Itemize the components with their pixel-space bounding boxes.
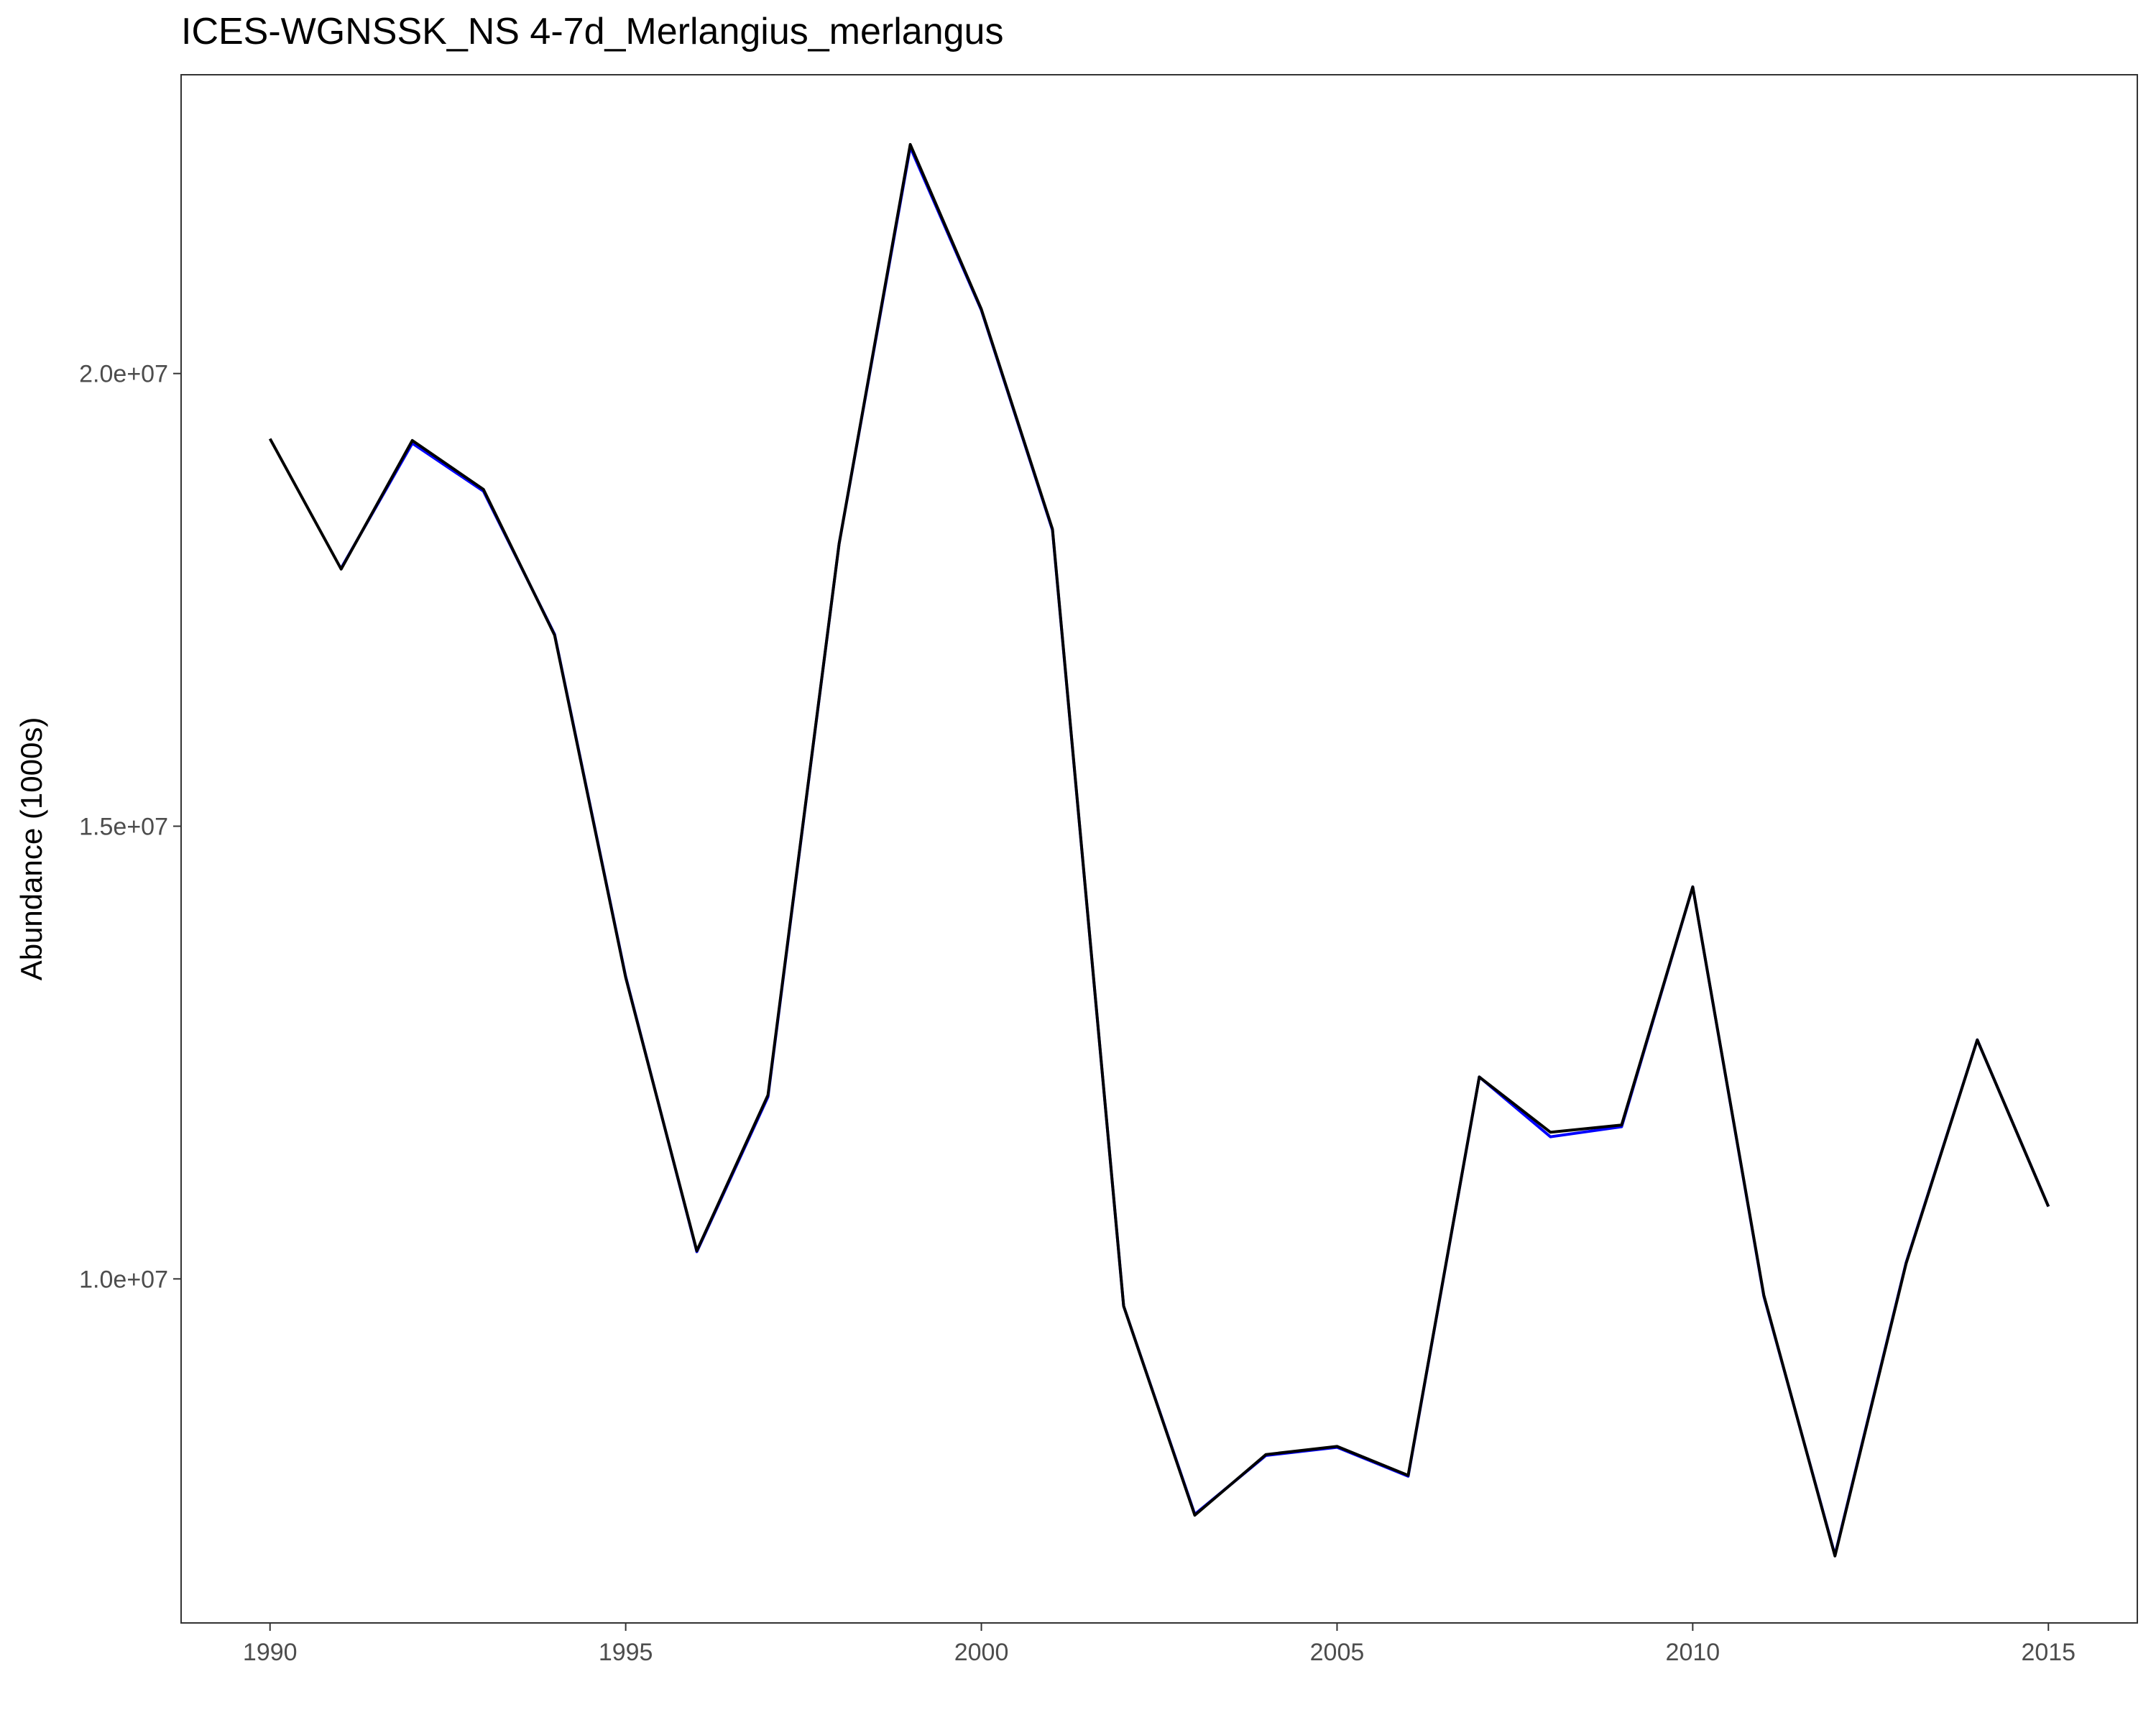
y-axis-title: Abundance (1000s) (14, 717, 48, 981)
x-tick-label: 2015 (2021, 1639, 2076, 1666)
plot-panel (180, 74, 2138, 1624)
x-axis: 1990 1995 2000 2005 2010 2015 (243, 1623, 2076, 1666)
y-tick-label: 2.0e+07 (79, 361, 168, 388)
series-line-2 (268, 143, 2050, 1558)
x-tick-label: 2005 (1310, 1639, 1365, 1666)
x-tick-label: 1995 (599, 1639, 653, 1666)
chart-title: ICES-WGNSSK_NS 4-7d_Merlangius_merlangus (181, 11, 1004, 52)
y-tick-label: 1.0e+07 (79, 1266, 168, 1293)
x-tick-label: 2010 (1666, 1639, 1720, 1666)
series-layer (268, 143, 2050, 1558)
y-tick-label: 1.5e+07 (79, 814, 168, 841)
x-tick-label: 2000 (954, 1639, 1009, 1666)
x-tick-label: 1990 (243, 1639, 298, 1666)
y-axis: 1.0e+07 1.5e+07 2.0e+07 (79, 361, 181, 1293)
